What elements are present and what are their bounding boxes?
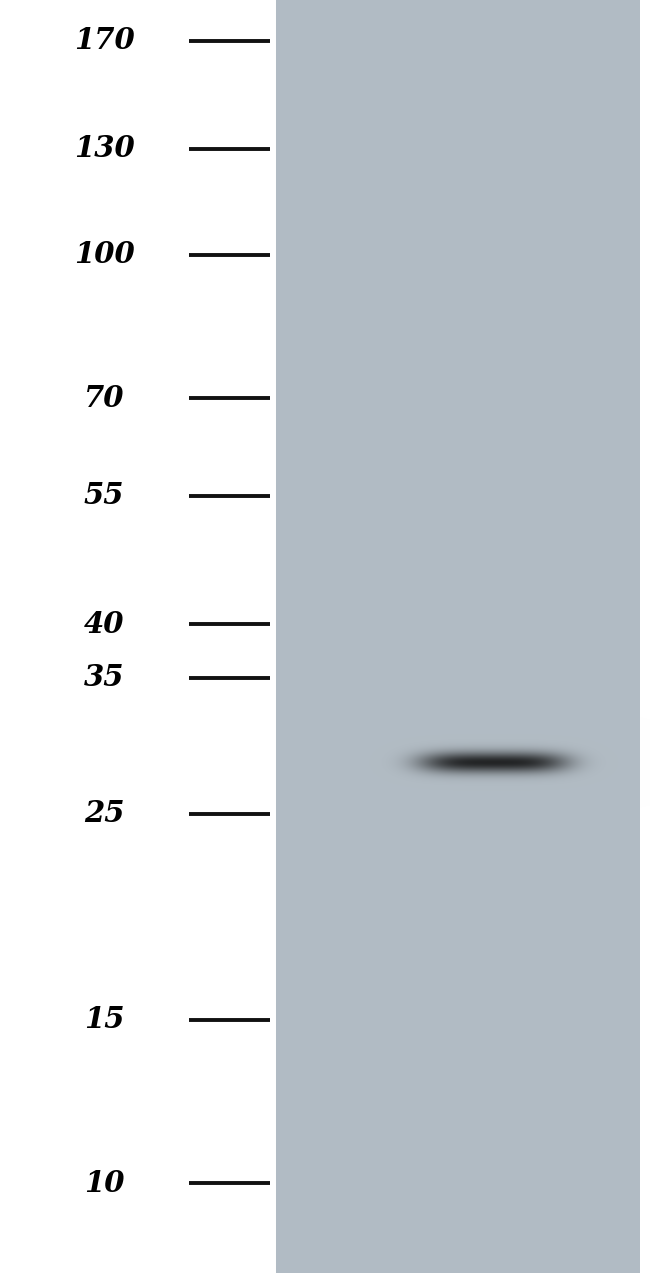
Text: 40: 40 — [84, 610, 124, 639]
Text: 15: 15 — [84, 1004, 124, 1034]
Text: 170: 170 — [73, 25, 135, 55]
Text: 35: 35 — [84, 663, 124, 693]
Text: 25: 25 — [84, 799, 124, 827]
Text: 10: 10 — [84, 1169, 124, 1198]
Text: 55: 55 — [84, 481, 124, 510]
Text: 100: 100 — [73, 241, 135, 269]
Text: 70: 70 — [84, 384, 124, 412]
Text: 130: 130 — [73, 134, 135, 163]
